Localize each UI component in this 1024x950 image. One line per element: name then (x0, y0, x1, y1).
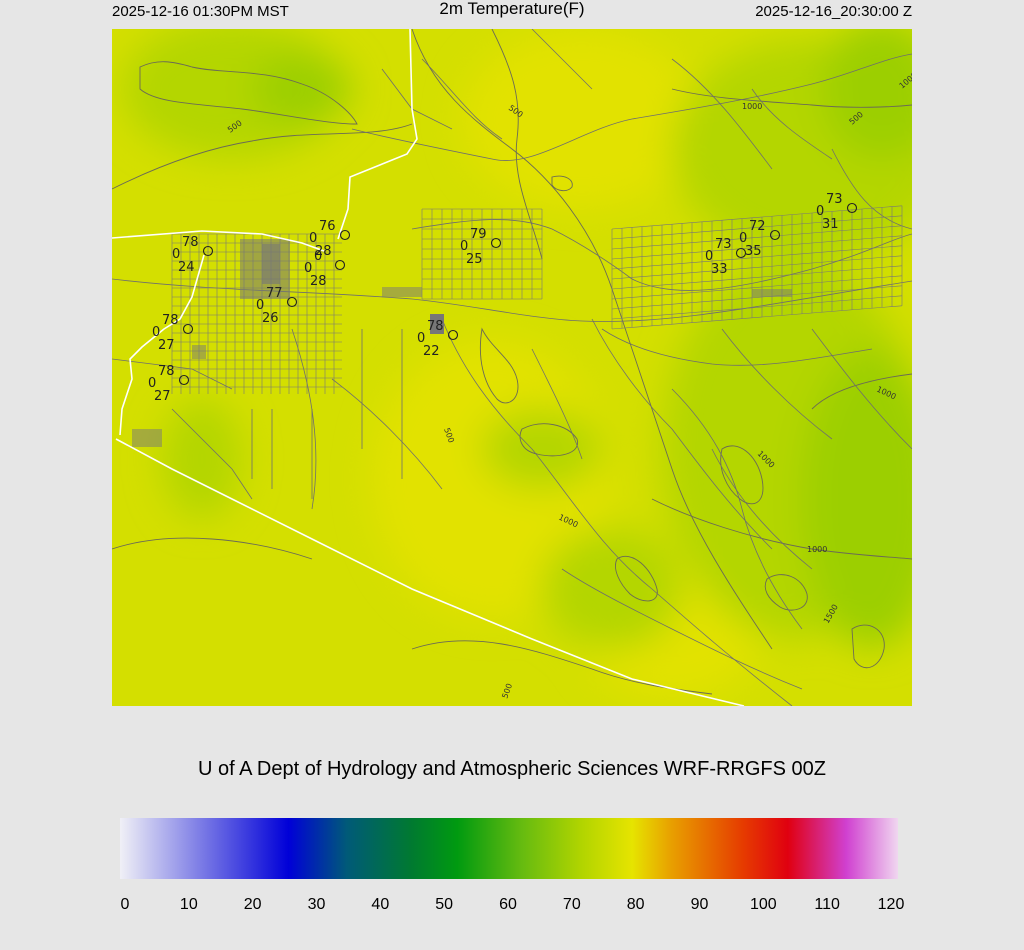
colorbar-tick-label: 70 (562, 896, 581, 913)
colorbar-tick-label: 90 (690, 896, 709, 913)
station-temp: 78 (182, 235, 199, 250)
contour-label: 1000 (807, 545, 827, 554)
station-dewpoint: 31 (822, 217, 839, 232)
station-marker (202, 245, 214, 257)
station-dewpoint: 33 (711, 262, 728, 277)
contour-label: 1000 (742, 102, 762, 111)
urban-grid (171, 205, 903, 394)
station-wind: 0 (739, 231, 747, 246)
temperature-map: 500 1000 500 500 1000 1000 1000 1000 500… (112, 29, 912, 706)
station-temp: 78 (158, 364, 175, 379)
station-marker (334, 259, 346, 271)
station-marker (735, 247, 747, 259)
colorbar-tick-label: 30 (307, 896, 326, 913)
colorbar-tick-label: 100 (749, 896, 777, 913)
colorbar-tick-label: 110 (814, 896, 840, 913)
local-time-label: 2025-12-16 01:30PM MST (112, 3, 289, 20)
station-temp: 0 (314, 249, 322, 264)
station-marker (769, 229, 781, 241)
station-temp: 76 (319, 219, 336, 234)
station-temp: 72 (749, 219, 766, 234)
station-plots: 7802476028002877026780277802779025780227… (148, 192, 858, 404)
station-temp: 77 (266, 286, 283, 301)
station-dewpoint: 28 (310, 274, 327, 289)
station-wind: 0 (256, 298, 264, 313)
colorbar-tick-label: 120 (877, 896, 905, 913)
station-temp: 78 (162, 313, 179, 328)
station-marker (178, 374, 190, 386)
station-wind: 0 (148, 376, 156, 391)
colorbar-tick-label: 80 (626, 896, 645, 913)
station-marker (339, 229, 351, 241)
station-temp: 73 (715, 237, 732, 252)
colorbar-tick-label: 40 (371, 896, 390, 913)
station-wind: 0 (172, 247, 180, 262)
credit-line: U of A Dept of Hydrology and Atmospheric… (197, 758, 827, 780)
station-marker (447, 329, 459, 341)
temperature-colorbar (120, 818, 898, 879)
station-wind: 0 (309, 231, 317, 246)
station-temp: 73 (826, 192, 843, 207)
station-marker (286, 296, 298, 308)
station-temp: 79 (470, 227, 487, 242)
station-wind: 0 (816, 204, 824, 219)
boundary-lines (112, 29, 745, 706)
station-dewpoint: 24 (178, 260, 195, 275)
colorbar-tick-label: 50 (435, 896, 454, 913)
station-dewpoint: 35 (745, 244, 762, 259)
urban-dense-areas (132, 239, 792, 447)
station-wind: 0 (705, 249, 713, 264)
station-dewpoint: 28 (315, 244, 332, 259)
station-marker (182, 323, 194, 335)
station-dewpoint: 25 (466, 252, 483, 267)
colorbar-tick-label: 60 (499, 896, 517, 913)
utc-time-label: 2025-12-16_20:30:00 Z (755, 3, 912, 20)
station-wind: 0 (460, 239, 468, 254)
station-temp: 78 (427, 319, 444, 334)
station-dewpoint: 22 (423, 344, 440, 359)
station-wind: 0 (417, 331, 425, 346)
station-wind: 0 (152, 325, 160, 340)
station-dewpoint: 26 (262, 311, 279, 326)
colorbar-tick-label: 0 (120, 896, 130, 913)
colorbar-tick-label: 10 (179, 896, 198, 913)
map-title: 2m Temperature(F) (439, 0, 585, 18)
colorbar-tick-label: 20 (243, 896, 262, 913)
station-marker (490, 237, 502, 249)
temperature-field (112, 29, 912, 706)
station-marker (846, 202, 858, 214)
station-dewpoint: 27 (158, 338, 175, 353)
station-dewpoint: 27 (154, 389, 171, 404)
station-wind: 0 (304, 261, 312, 276)
